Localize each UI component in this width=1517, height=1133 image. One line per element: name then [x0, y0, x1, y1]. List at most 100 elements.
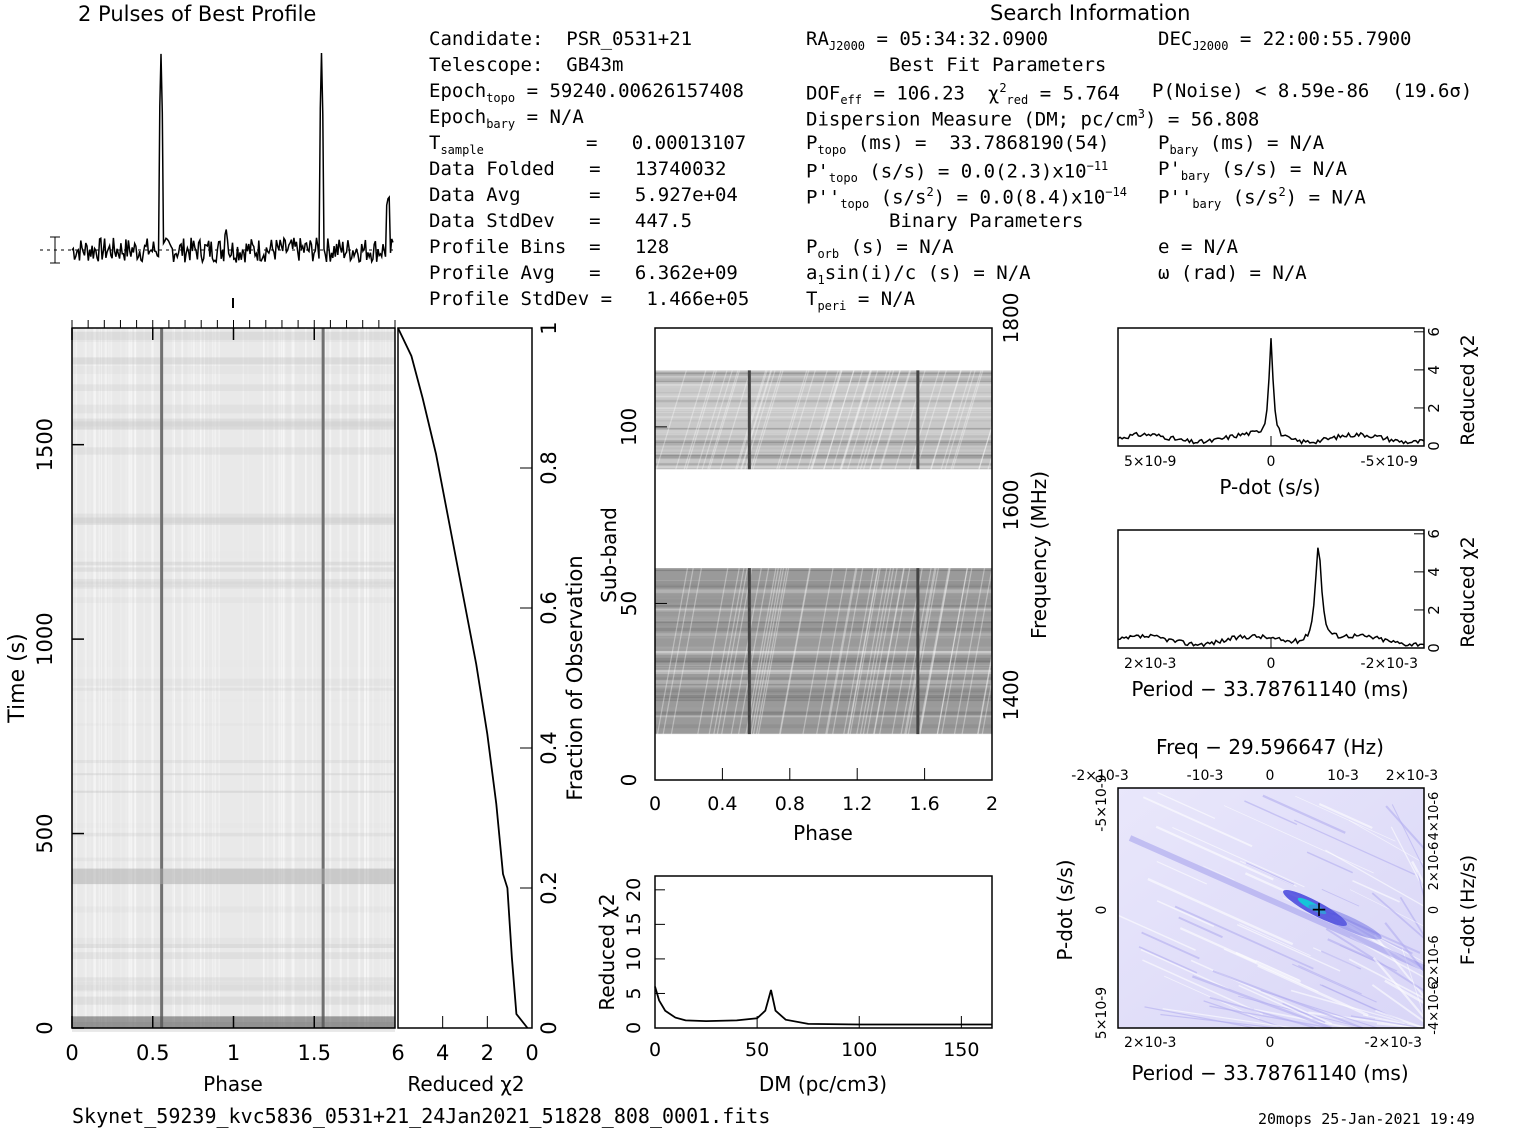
time-phase-axes: 0 0.5 1 1.5 0 500 1000 1500 [33, 320, 396, 1065]
time-phase-bright-column [202, 328, 204, 1028]
time-phase-bright-column [292, 328, 295, 1028]
time-phase-bright-column [200, 328, 202, 1028]
subband-row [655, 444, 992, 448]
dm-axes: 0 50 100 150 0 5 10 15 20 [623, 878, 979, 1061]
p-pdot-streak [1385, 805, 1425, 850]
time-phase-bright-column [190, 328, 192, 1028]
subband-row [655, 454, 992, 457]
subband-diagonal [750, 370, 782, 470]
subband-row [655, 416, 992, 419]
subband-diagonal [741, 370, 773, 470]
period-ylabel: Reduced χ2 [1457, 536, 1479, 647]
subband-diagonal [776, 370, 808, 470]
subband-diagonal [832, 568, 864, 735]
subband-row [655, 407, 992, 409]
time-phase-bright-column [258, 328, 260, 1028]
subband-diagonal [811, 370, 843, 470]
subband-xtick-label: 0.8 [775, 793, 805, 815]
subband-row [655, 427, 992, 430]
subband-xtick-label: 2 [986, 793, 998, 815]
time-phase-row [72, 977, 395, 981]
pdbary-label: P'bary (s/s) = N/A [1158, 158, 1348, 183]
subband-band [655, 370, 992, 470]
f-dot-tick-label: -4×10-6 [1427, 981, 1442, 1034]
subband-diagonal [656, 568, 689, 735]
subband-row [655, 400, 992, 402]
subband-diagonal [719, 370, 751, 470]
best-fit-title: Best Fit Parameters [889, 54, 1107, 76]
pddtopo-value: = 0.0(8.4)x10 [956, 186, 1106, 209]
fraction-obs-label: Fraction of Observation [563, 555, 587, 800]
subband-diagonal [953, 568, 986, 735]
time-phase-row [72, 517, 395, 525]
p-pdot-streak [1327, 938, 1379, 963]
dm-ytick-label: 10 [623, 947, 645, 971]
profile-bins-line: Profile Bins = 128 [429, 236, 670, 258]
p-pdot-core [1297, 897, 1327, 915]
profile-avg-line: Profile Avg = 6.362e+09 [429, 262, 738, 284]
time-phase-plot: 0 0.5 1 1.5 0 500 1000 1500 Phase Time (s) [5, 320, 396, 1096]
subband-row [655, 733, 992, 737]
peak-ytick-label: 4 [1425, 567, 1443, 577]
dec-value: = 22:00:55.7900 [1239, 28, 1412, 50]
time-phase-xtick-label: 0 [65, 1041, 78, 1065]
time-phase-bright-column [172, 328, 175, 1028]
period-trace [1117, 547, 1425, 648]
time-phase-bright-column [347, 328, 349, 1028]
omega-line: ω (rad) = N/A [1158, 262, 1307, 284]
subband-row [655, 711, 992, 716]
chi2red-value: = 5.764 [1039, 82, 1120, 105]
subband-row [655, 399, 992, 403]
subband-diagonal [685, 370, 717, 470]
p-pdot-streak [1140, 949, 1229, 990]
subband-pulse [916, 370, 920, 470]
p-pdot-streak [1157, 792, 1216, 819]
subband-diagonal [866, 568, 898, 735]
subband-diagonal [873, 568, 905, 735]
f-dot-tick-label: 4×10-6 [1427, 792, 1442, 841]
epoch-topo-label: Epochtopo = 59240.00626157408 [429, 80, 744, 105]
tsample-value: = 0.00013107 [586, 132, 747, 154]
data-stddev-line: Data StdDev = 447.5 [429, 210, 693, 232]
time-phase-bright-column [143, 328, 145, 1028]
p-pdot-streak [1372, 957, 1425, 1018]
subband-row [655, 371, 992, 374]
time-phase-bright-column [195, 328, 198, 1028]
time-phase-bright-column [339, 328, 342, 1028]
time-phase-bright-column [110, 328, 113, 1028]
subband-row [655, 699, 992, 701]
subband-row [655, 632, 992, 634]
subband-row [655, 585, 992, 588]
subband-diagonal [859, 568, 892, 735]
subband-row [655, 443, 992, 447]
subband-diagonal [859, 370, 891, 470]
f-dot-tick-label: -2×10-6 [1427, 935, 1442, 988]
dm-xtick-label: 150 [943, 1039, 979, 1061]
time-phase-bright-column [93, 328, 95, 1028]
subband-xtick-label: 0 [649, 793, 661, 815]
time-phase-bright-column [388, 328, 390, 1028]
subband-xtick-label: 1.2 [842, 793, 872, 815]
p-pdot-streak [1117, 914, 1196, 951]
time-phase-bright-column [83, 328, 86, 1028]
p-pdot-axes: 2×10-3 0 -2×10-3 -2×10-3 -10-3 0 10-3 2×10-3 5×1… [1071, 768, 1442, 1051]
chi2-time-axes: 6 4 2 0 0 0.2 0.4 0.6 0.8 1 [391, 321, 561, 1065]
subband-row [655, 715, 992, 718]
pdbary-value: (s/s) = N/A [1221, 158, 1348, 180]
time-phase-row [72, 773, 395, 776]
time-phase-row [72, 597, 395, 603]
peak-ytick-label: 2 [1425, 605, 1443, 615]
p-pdot-streak [1142, 959, 1264, 1015]
time-phase-row [72, 418, 395, 422]
subband-ytick-label: 50 [617, 591, 641, 616]
p-pdot-streak [1260, 989, 1378, 1029]
subband-diagonal [843, 568, 875, 735]
peak-xtick-label: 0 [1267, 656, 1276, 672]
time-phase-bright-column [392, 328, 394, 1028]
time-phase-ytick-label: 0 [33, 1021, 57, 1034]
pddtopo-label: P''topo (s/s2) = 0.0(8.4)x10−14 [806, 185, 1127, 212]
time-phase-row [72, 760, 395, 764]
p-pdot-streak [1244, 800, 1298, 826]
subband-row [655, 636, 992, 639]
